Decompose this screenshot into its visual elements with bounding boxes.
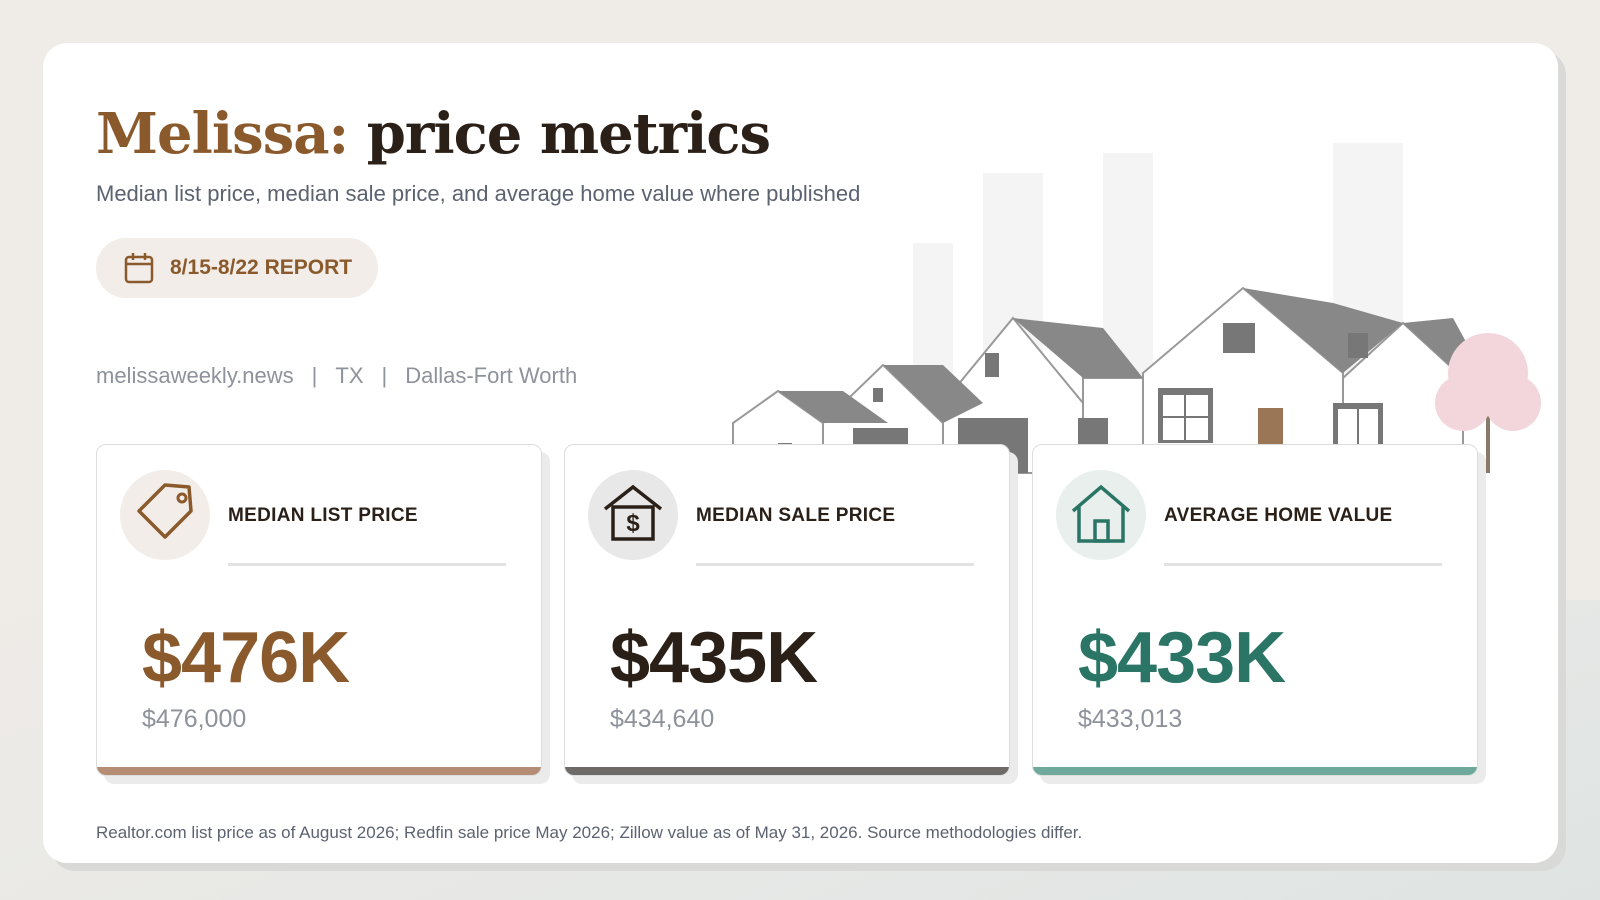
metric-card: $ MEDIAN SALE PRICE $435K $434,640 <box>564 444 1010 776</box>
metric-card: AVERAGE HOME VALUE $433K $433,013 <box>1032 444 1478 776</box>
card-value: $435K <box>610 618 818 698</box>
card-label: MEDIAN LIST PRICE <box>228 505 418 526</box>
metric-card: MEDIAN LIST PRICE $476K $476,000 <box>96 444 542 776</box>
card-value: $476K <box>142 618 350 698</box>
icon-circle <box>120 470 210 560</box>
badge-text: 8/15-8/22 REPORT <box>170 256 353 279</box>
meta-separator: | <box>311 363 318 388</box>
divider <box>228 563 506 566</box>
meta-item: TX <box>335 363 364 388</box>
calendar-icon <box>124 253 154 284</box>
card-label: MEDIAN SALE PRICE <box>696 505 896 526</box>
accent-bar <box>565 767 1009 775</box>
icon <box>137 483 193 539</box>
report-badge: 8/15-8/22 REPORT <box>96 238 378 298</box>
subtitle: Median list price, median sale price, an… <box>96 181 861 206</box>
house-illustration <box>732 143 1541 482</box>
panel: Melissa: price metrics Median list price… <box>43 43 1558 863</box>
title-place: Melissa: <box>96 101 349 167</box>
card-label: AVERAGE HOME VALUE <box>1164 505 1393 526</box>
card-value: $433K <box>1078 618 1286 698</box>
title: Melissa: price metrics <box>96 101 771 167</box>
meta: melissaweekly.news | TX | Dallas-Fort Worth <box>96 363 595 389</box>
title-rest: price metrics <box>366 101 771 167</box>
icon: $ <box>603 484 663 541</box>
icon-circle <box>1056 470 1146 560</box>
meta-item: melissaweekly.news <box>96 363 294 388</box>
svg-text:$: $ <box>626 510 640 537</box>
footnote: Realtor.com list price as of August 2026… <box>96 823 1083 842</box>
accent-bar <box>97 767 541 775</box>
meta-separator: | <box>381 363 388 388</box>
card-exact: $433,013 <box>1078 705 1183 733</box>
card-exact: $434,640 <box>610 705 715 733</box>
accent-bar <box>1033 767 1477 775</box>
meta-item: Dallas-Fort Worth <box>405 363 578 388</box>
icon-circle: $ <box>588 470 678 560</box>
icon <box>1071 484 1131 543</box>
divider <box>1164 563 1442 566</box>
divider <box>696 563 974 566</box>
card-exact: $476,000 <box>142 705 247 733</box>
